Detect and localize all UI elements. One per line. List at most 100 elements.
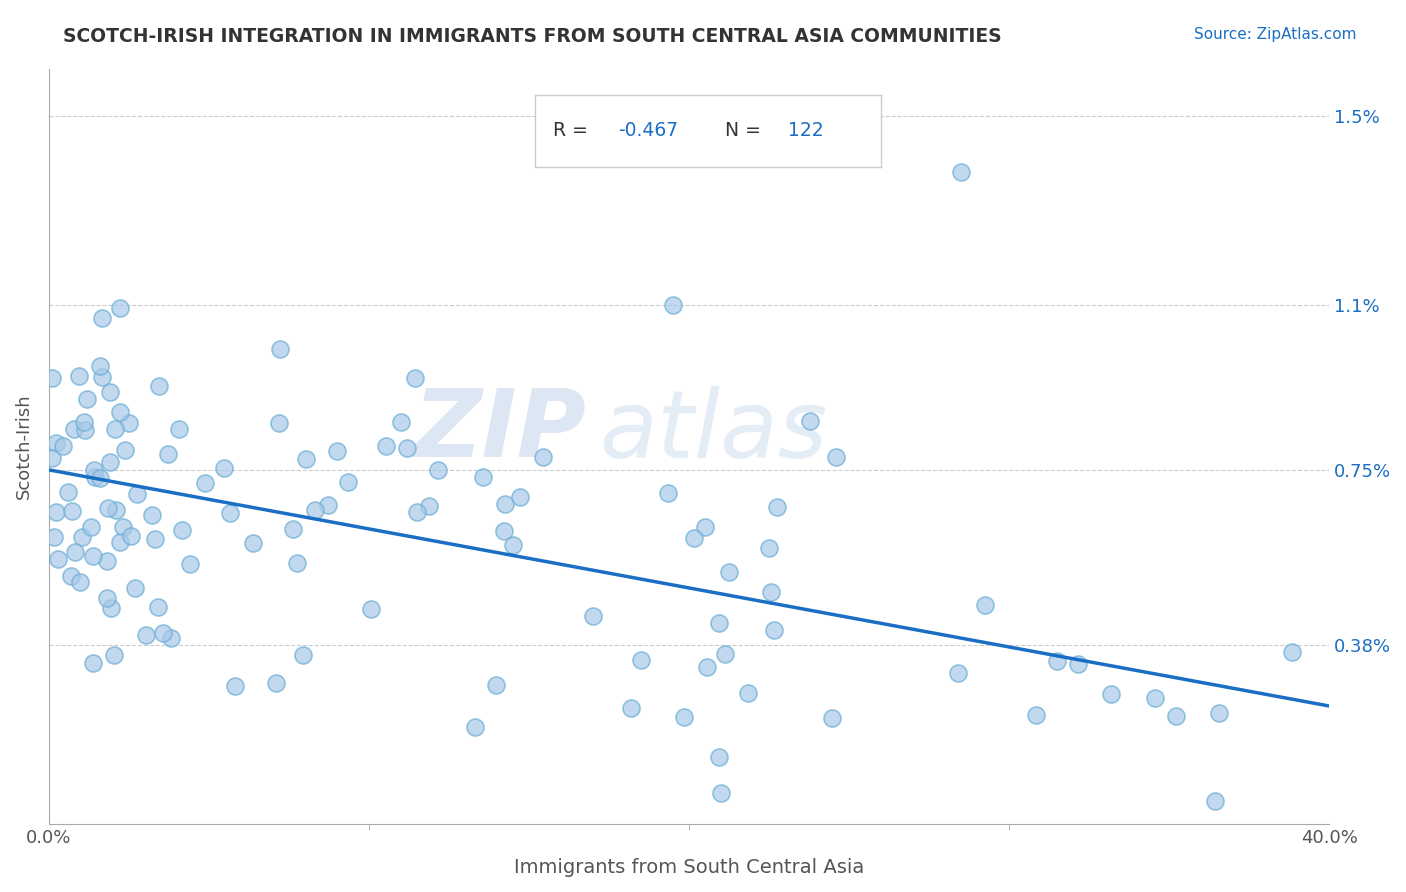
Point bbox=[179, 557, 201, 571]
Point bbox=[67, 368, 90, 383]
Point bbox=[509, 491, 531, 505]
Point bbox=[492, 524, 515, 539]
Point bbox=[292, 648, 315, 662]
Point bbox=[389, 415, 412, 429]
Point bbox=[266, 676, 288, 690]
Point bbox=[100, 601, 122, 615]
Point bbox=[707, 615, 730, 630]
Point bbox=[114, 443, 136, 458]
Point bbox=[73, 415, 96, 429]
Point bbox=[766, 500, 789, 515]
Text: Source: ZipAtlas.com: Source: ZipAtlas.com bbox=[1194, 27, 1357, 42]
Text: atlas: atlas bbox=[599, 385, 828, 476]
Point bbox=[194, 475, 217, 490]
Point bbox=[662, 297, 685, 311]
Point bbox=[44, 530, 66, 544]
Point bbox=[41, 451, 63, 466]
Point bbox=[124, 581, 146, 595]
Point bbox=[91, 311, 114, 326]
Point bbox=[120, 529, 142, 543]
Point bbox=[82, 549, 104, 564]
Point bbox=[946, 665, 969, 680]
Point bbox=[693, 519, 716, 533]
Point bbox=[89, 471, 111, 485]
Point bbox=[45, 436, 67, 450]
Point bbox=[1164, 709, 1187, 723]
Point bbox=[152, 626, 174, 640]
Point bbox=[1204, 794, 1226, 808]
Point bbox=[148, 379, 170, 393]
Point bbox=[146, 600, 169, 615]
Point bbox=[950, 165, 973, 179]
Point bbox=[502, 538, 524, 552]
Point bbox=[96, 591, 118, 606]
Point bbox=[531, 450, 554, 465]
Point bbox=[89, 359, 111, 373]
Point bbox=[56, 484, 79, 499]
Point bbox=[156, 447, 179, 461]
Point bbox=[582, 609, 605, 624]
Point bbox=[759, 584, 782, 599]
Point bbox=[485, 678, 508, 692]
Point bbox=[718, 565, 741, 579]
Point bbox=[41, 371, 63, 385]
Point bbox=[418, 500, 440, 514]
Point bbox=[336, 475, 359, 490]
Point bbox=[799, 414, 821, 428]
Point bbox=[118, 416, 141, 430]
Point bbox=[713, 647, 735, 661]
Point bbox=[471, 469, 494, 483]
Point bbox=[737, 686, 759, 700]
Point bbox=[98, 384, 121, 399]
Point bbox=[212, 461, 235, 475]
Point bbox=[762, 624, 785, 638]
Point bbox=[75, 423, 97, 437]
Point bbox=[758, 541, 780, 555]
Text: ZIP: ZIP bbox=[413, 385, 586, 477]
Point bbox=[242, 536, 264, 550]
Point bbox=[224, 679, 246, 693]
Point bbox=[219, 506, 242, 520]
Point bbox=[141, 508, 163, 523]
Point bbox=[657, 485, 679, 500]
Point bbox=[395, 441, 418, 455]
Point bbox=[360, 601, 382, 615]
Point bbox=[1281, 645, 1303, 659]
Point bbox=[821, 711, 844, 725]
Point bbox=[98, 455, 121, 469]
Point bbox=[143, 533, 166, 547]
Point bbox=[82, 656, 104, 670]
Point bbox=[707, 750, 730, 764]
Point bbox=[295, 452, 318, 467]
Point bbox=[494, 498, 516, 512]
Point bbox=[281, 522, 304, 536]
Point bbox=[375, 439, 398, 453]
Point bbox=[463, 720, 485, 734]
X-axis label: Immigrants from South Central Asia: Immigrants from South Central Asia bbox=[513, 858, 865, 877]
Point bbox=[76, 392, 98, 406]
Point bbox=[825, 450, 848, 464]
Point bbox=[404, 371, 426, 385]
Point bbox=[112, 520, 135, 534]
Point bbox=[104, 422, 127, 436]
Point bbox=[70, 530, 93, 544]
Point bbox=[125, 487, 148, 501]
Point bbox=[59, 569, 82, 583]
Point bbox=[696, 660, 718, 674]
Point bbox=[1099, 687, 1122, 701]
Point bbox=[172, 523, 194, 537]
Point bbox=[619, 701, 641, 715]
Point bbox=[44, 505, 66, 519]
Point bbox=[426, 463, 449, 477]
Point bbox=[90, 369, 112, 384]
Point bbox=[69, 574, 91, 589]
Point bbox=[316, 498, 339, 512]
Point bbox=[135, 628, 157, 642]
Point bbox=[710, 786, 733, 800]
Point bbox=[405, 505, 427, 519]
Point bbox=[96, 554, 118, 568]
Point bbox=[108, 534, 131, 549]
Point bbox=[304, 503, 326, 517]
Text: SCOTCH-IRISH INTEGRATION IN IMMIGRANTS FROM SOUTH CENTRAL ASIA COMMUNITIES: SCOTCH-IRISH INTEGRATION IN IMMIGRANTS F… bbox=[63, 27, 1002, 45]
Point bbox=[97, 500, 120, 515]
